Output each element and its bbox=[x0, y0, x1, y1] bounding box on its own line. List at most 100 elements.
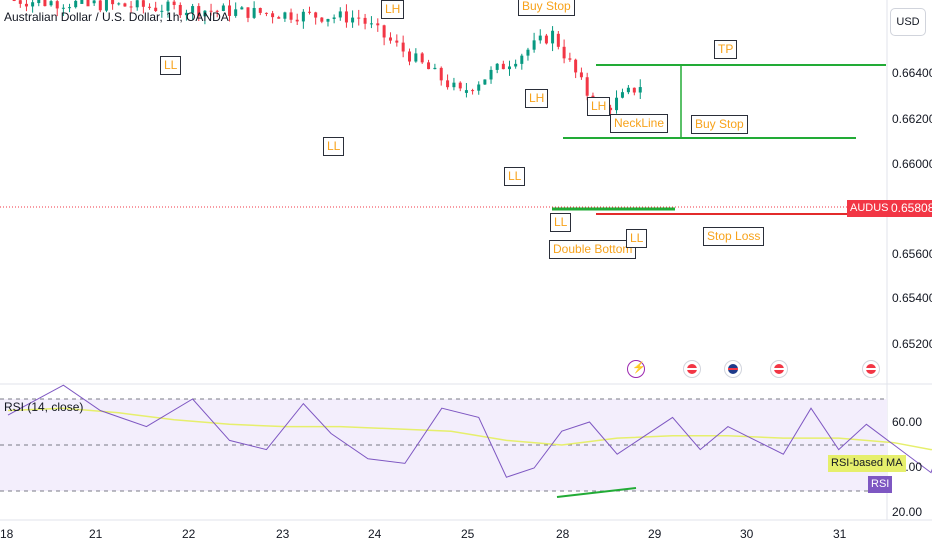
candle-body bbox=[160, 10, 164, 12]
candle-body bbox=[363, 17, 367, 24]
rsi-value-tag: RSI bbox=[868, 476, 893, 493]
rsi-divergence-line[interactable] bbox=[556, 487, 637, 498]
candle-body bbox=[332, 17, 336, 19]
candle-body bbox=[551, 30, 555, 44]
candle-body bbox=[49, 1, 53, 6]
candle-body bbox=[489, 69, 493, 80]
chart-title[interactable]: Australian Dollar / U.S. Dollar, 1h, OAN… bbox=[4, 10, 229, 24]
candle-body bbox=[258, 7, 262, 13]
candle-body bbox=[427, 62, 431, 70]
annotation-double-bottom[interactable]: Double Bottom bbox=[549, 240, 637, 259]
currency-button[interactable]: USD bbox=[890, 8, 926, 36]
candle-body bbox=[507, 66, 511, 70]
candle-body bbox=[191, 6, 195, 13]
candle-body bbox=[562, 46, 566, 59]
candle-body bbox=[401, 42, 405, 52]
time-tick: 23 bbox=[276, 527, 290, 541]
candle-body bbox=[135, 0, 139, 8]
candle-body bbox=[18, 0, 22, 4]
candle-body bbox=[295, 19, 299, 22]
candle-body bbox=[61, 7, 65, 9]
annotation-buy-stop-top[interactable]: Buy Stop bbox=[518, 0, 575, 16]
candle-body bbox=[514, 63, 518, 67]
annotation-tp[interactable]: TP bbox=[714, 40, 738, 59]
candle-body bbox=[520, 55, 524, 64]
price-tick: 0.66000 bbox=[892, 157, 932, 171]
candle-body bbox=[574, 59, 578, 73]
annotation-ll[interactable]: LL bbox=[550, 213, 572, 232]
candle-body bbox=[271, 13, 275, 18]
time-tick: 28 bbox=[556, 527, 570, 541]
candle-body bbox=[111, 0, 115, 5]
candle-body bbox=[483, 79, 487, 85]
rsi-ma-line[interactable] bbox=[7, 407, 932, 451]
lightning-icon[interactable]: ⚡ bbox=[627, 360, 646, 378]
annotation-ll[interactable]: LL bbox=[626, 229, 648, 248]
annotation-stop-loss[interactable]: Stop Loss bbox=[703, 227, 765, 246]
candle-body bbox=[43, 0, 47, 7]
time-tick: 24 bbox=[368, 527, 382, 541]
candle-body bbox=[314, 12, 318, 18]
annotation-buy-stop[interactable]: Buy Stop bbox=[691, 115, 748, 134]
time-tick: 30 bbox=[740, 527, 754, 541]
annotation-ll[interactable]: LL bbox=[160, 56, 182, 75]
us-flag-icon[interactable] bbox=[770, 360, 788, 378]
rsi-ma-tag: RSI-based MA bbox=[828, 455, 906, 472]
candle-body bbox=[209, 10, 213, 12]
candle-body bbox=[86, 0, 90, 7]
us-flag-icon[interactable] bbox=[683, 360, 701, 378]
candle-body bbox=[357, 17, 361, 19]
rsi-title[interactable]: RSI (14, close) bbox=[4, 400, 84, 414]
us-flag-icon[interactable] bbox=[862, 360, 880, 378]
candle-body bbox=[326, 18, 330, 22]
candle-body bbox=[538, 35, 542, 41]
candle-body bbox=[215, 10, 219, 12]
candle-body bbox=[277, 17, 281, 19]
candle-body bbox=[609, 107, 613, 111]
time-tick: 31 bbox=[833, 527, 847, 541]
candle-body bbox=[154, 7, 158, 11]
candle-body bbox=[626, 87, 630, 93]
candle-body bbox=[129, 6, 133, 8]
annotation-lh[interactable]: LH bbox=[525, 89, 549, 108]
candle-body bbox=[172, 1, 176, 5]
candle-body bbox=[228, 5, 232, 16]
candle-body bbox=[568, 58, 572, 60]
candle-body bbox=[458, 82, 462, 89]
candle-body bbox=[414, 53, 418, 62]
candle-body bbox=[178, 4, 182, 16]
annotation-neckline[interactable]: NeckLine bbox=[610, 114, 669, 133]
candle-body bbox=[104, 0, 108, 11]
time-tick: 21 bbox=[89, 527, 103, 541]
candle-body bbox=[433, 67, 437, 70]
annotation-lh[interactable]: LH bbox=[587, 97, 611, 116]
annotation-ll[interactable]: LL bbox=[504, 167, 526, 186]
annotation-ll[interactable]: LL bbox=[323, 137, 345, 156]
candle-body bbox=[532, 40, 536, 50]
au-flag-icon[interactable] bbox=[724, 360, 742, 378]
annotation-lh[interactable]: LH bbox=[381, 0, 405, 19]
candle-body bbox=[477, 84, 481, 91]
time-tick: 29 bbox=[648, 527, 662, 541]
candle-body bbox=[12, 0, 16, 1]
candle-body bbox=[369, 23, 373, 25]
candle-body bbox=[351, 17, 355, 23]
candle-body bbox=[526, 49, 530, 56]
candle-body bbox=[24, 3, 28, 7]
candle-body bbox=[585, 77, 589, 96]
candle-body bbox=[308, 11, 312, 13]
candle-body bbox=[301, 11, 305, 22]
candle-body bbox=[556, 33, 560, 47]
candle-body bbox=[439, 67, 443, 81]
candle-body bbox=[80, 0, 84, 4]
candle-body bbox=[638, 87, 642, 93]
candle-body bbox=[184, 12, 188, 16]
candle-body bbox=[632, 87, 636, 93]
candle-body bbox=[420, 53, 424, 63]
candle-body bbox=[382, 25, 386, 38]
candle-body bbox=[123, 3, 127, 7]
candle-body bbox=[620, 92, 624, 98]
rsi-line[interactable] bbox=[7, 384, 932, 478]
symbol-tag: AUDUSD bbox=[847, 200, 900, 217]
